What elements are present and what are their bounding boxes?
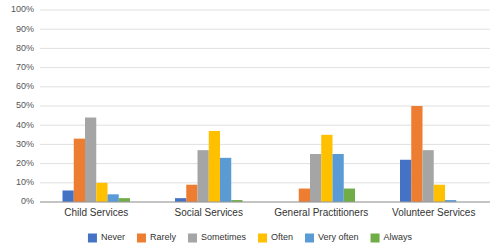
bar	[175, 198, 186, 202]
legend-label: Rarely	[150, 232, 177, 242]
legend-item: Sometimes	[188, 232, 247, 242]
x-axis: Child Services Social Services General Pra…	[64, 207, 475, 218]
legend: Never Rarely Sometimes Often Very often Alway…	[88, 232, 413, 242]
bar	[108, 194, 119, 202]
bar	[423, 150, 434, 202]
x-tick-label: Volunteer Services	[392, 207, 475, 218]
y-tick-label: 30%	[16, 139, 34, 149]
grid-line	[40, 67, 490, 68]
bar	[310, 154, 321, 202]
legend-label: Often	[271, 232, 293, 242]
y-tick-label: 40%	[16, 120, 34, 130]
chart: 0% 10% 20% 30% 40% 50% 60% 70% 80% 90% 100% Child S…	[0, 0, 500, 252]
bar	[299, 189, 310, 202]
x-tick-label: Social Services	[175, 207, 243, 218]
legend-label: Sometimes	[201, 232, 247, 242]
x-tick-label: Child Services	[64, 207, 128, 218]
grid-line	[40, 202, 490, 203]
y-tick-label: 80%	[16, 43, 34, 53]
bar	[434, 185, 445, 202]
y-tick-label: 0%	[21, 196, 34, 206]
y-axis: 0% 10% 20% 30% 40% 50% 60% 70% 80% 90% 100%	[11, 4, 34, 206]
bar	[85, 118, 96, 202]
bar	[209, 131, 220, 202]
y-tick-label: 50%	[16, 100, 34, 110]
y-tick-label: 70%	[16, 62, 34, 72]
x-tick-label: General Practitioners	[274, 207, 368, 218]
legend-item: Very often	[305, 232, 359, 242]
legend-swatch	[137, 234, 146, 243]
x-axis-line	[40, 202, 490, 203]
bar	[321, 135, 332, 202]
bar	[344, 189, 355, 202]
bar	[411, 106, 422, 202]
grid-line	[40, 86, 490, 87]
bar	[74, 139, 85, 202]
grid-line	[40, 29, 490, 30]
bar	[400, 160, 411, 202]
legend-label: Always	[384, 232, 413, 242]
bar	[333, 154, 344, 202]
legend-label: Never	[101, 232, 125, 242]
bar	[198, 150, 209, 202]
legend-swatch	[258, 234, 267, 243]
legend-label: Very often	[318, 232, 359, 242]
legend-swatch	[371, 234, 380, 243]
grid-line	[40, 10, 490, 11]
bar	[96, 183, 107, 202]
y-tick-label: 60%	[16, 81, 34, 91]
legend-item: Rarely	[137, 232, 177, 242]
grid	[40, 10, 490, 202]
y-tick-label: 20%	[16, 158, 34, 168]
y-tick-label: 90%	[16, 24, 34, 34]
chart-container: 0% 10% 20% 30% 40% 50% 60% 70% 80% 90% 100% Child S…	[0, 0, 500, 252]
bar	[119, 198, 130, 202]
legend-item: Often	[258, 232, 293, 242]
legend-item: Never	[88, 232, 125, 242]
y-tick-label: 100%	[11, 4, 34, 14]
legend-swatch	[88, 234, 97, 243]
legend-swatch	[188, 234, 197, 243]
bar	[63, 190, 74, 202]
bar	[186, 185, 197, 202]
y-tick-label: 10%	[16, 177, 34, 187]
legend-swatch	[305, 234, 314, 243]
grid-line	[40, 48, 490, 49]
bars	[63, 106, 457, 202]
legend-item: Always	[371, 232, 413, 242]
bar	[220, 158, 231, 202]
